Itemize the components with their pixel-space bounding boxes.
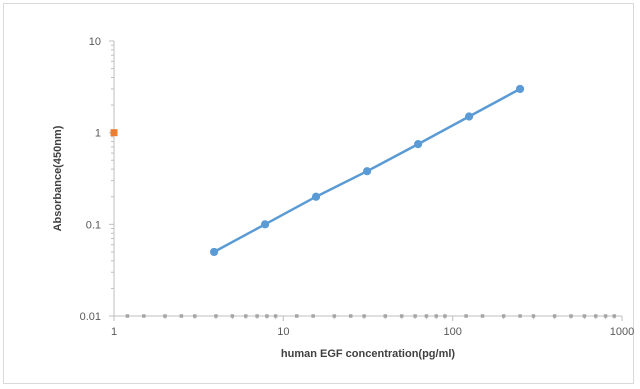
data-point <box>214 314 218 318</box>
series-2 <box>125 314 617 318</box>
data-point <box>383 314 388 318</box>
data-point <box>464 112 474 121</box>
data-point <box>110 129 118 137</box>
x-tick-label: 1 <box>111 326 117 338</box>
data-point <box>552 314 557 318</box>
data-point <box>399 314 404 318</box>
data-point <box>294 314 299 318</box>
data-point <box>209 247 219 257</box>
data-point <box>348 314 353 318</box>
data-point <box>255 314 259 318</box>
data-point <box>230 314 235 318</box>
data-point <box>582 314 587 318</box>
data-point <box>413 314 417 318</box>
data-point <box>515 84 525 94</box>
data-point <box>603 314 608 318</box>
data-point <box>501 314 506 318</box>
data-point <box>594 314 598 318</box>
data-point <box>443 314 447 318</box>
series-0 <box>209 84 525 257</box>
x-tick-label: 10 <box>277 326 289 338</box>
series-1 <box>110 129 118 137</box>
data-point <box>142 314 146 318</box>
y-tick-label: 0.01 <box>80 311 101 323</box>
data-point <box>163 314 167 318</box>
data-point <box>414 140 423 149</box>
data-point <box>273 314 278 318</box>
data-point <box>260 220 270 229</box>
y-tick-label: 10 <box>89 36 101 48</box>
axes <box>113 41 622 317</box>
data-point <box>569 314 573 318</box>
data-point <box>265 314 269 318</box>
data-point <box>434 314 439 318</box>
x-tick-label: 1000 <box>610 326 634 338</box>
data-point <box>612 314 617 318</box>
data-point <box>424 314 429 318</box>
data-point <box>125 314 130 318</box>
data-point <box>332 314 337 318</box>
data-point <box>531 314 536 318</box>
x-axis-title: human EGF concentration(pg/ml) <box>281 348 456 360</box>
data-point <box>480 314 485 318</box>
y-axis-title: Absorbance(450nm) <box>52 125 64 231</box>
x-tick-label: 100 <box>443 326 461 338</box>
ticks: 0.01 0.1 1 10 1 10 100 1000 <box>80 36 635 338</box>
data-point <box>311 192 321 201</box>
data-point <box>464 314 468 318</box>
data-point <box>311 314 315 318</box>
data-point <box>518 314 522 318</box>
plot-series <box>110 84 617 318</box>
data-point <box>193 314 197 318</box>
data-point <box>179 314 184 318</box>
data-point <box>363 167 372 176</box>
y-tick-label: 0.1 <box>86 219 101 231</box>
data-point <box>244 314 248 318</box>
data-point <box>362 314 366 318</box>
y-tick-label: 1 <box>95 128 101 140</box>
